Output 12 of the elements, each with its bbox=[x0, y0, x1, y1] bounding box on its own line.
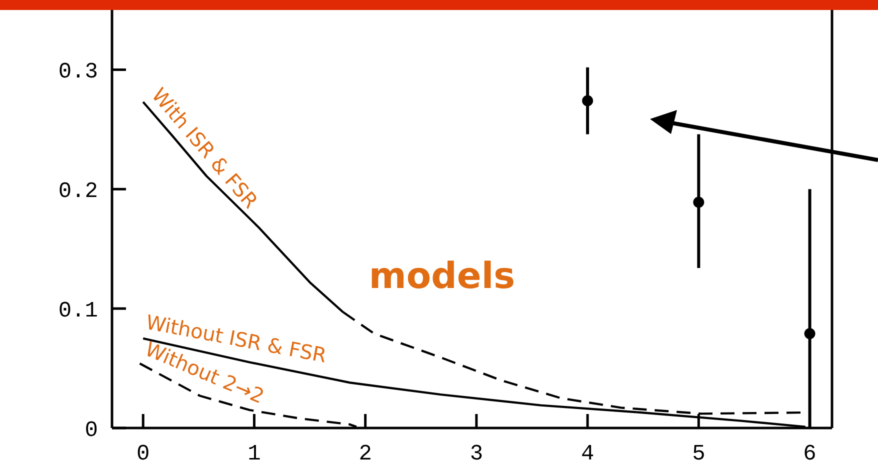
y-tick-label: 0.3 bbox=[58, 60, 98, 85]
x-tick-label: 3 bbox=[470, 442, 484, 467]
x-tick-label: 1 bbox=[248, 442, 261, 467]
y-tick-label: 0 bbox=[84, 418, 98, 443]
x-tick-label: 2 bbox=[358, 442, 372, 467]
x-tick-label: 0 bbox=[136, 442, 150, 467]
y-tick-label: 0.1 bbox=[58, 298, 98, 324]
annotation: models bbox=[368, 256, 516, 297]
x-tick-label: 6 bbox=[803, 442, 816, 467]
y-tick-label: 0.2 bbox=[58, 178, 98, 204]
x-tick-label: 5 bbox=[692, 442, 706, 467]
x-tick-label: 4 bbox=[580, 442, 594, 467]
